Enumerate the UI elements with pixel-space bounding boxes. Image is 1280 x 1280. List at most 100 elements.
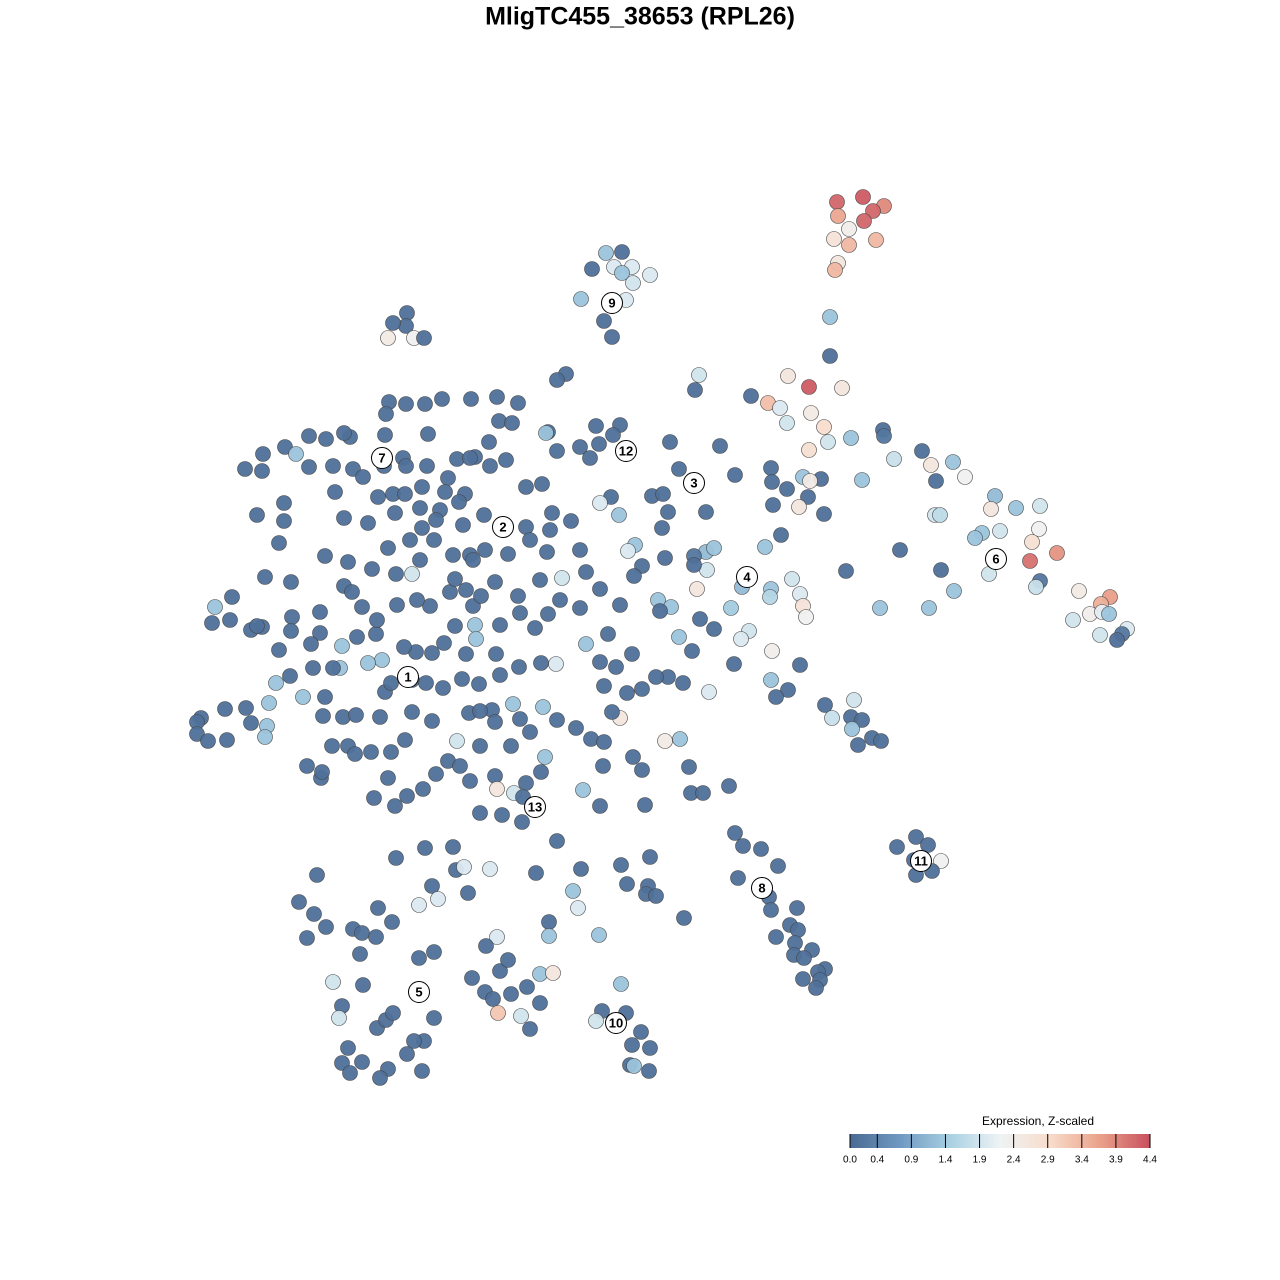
point [325,660,341,676]
point [514,814,530,830]
point [533,764,549,780]
point [779,481,795,497]
point [945,454,961,470]
colorbar-swatch [1120,1134,1123,1148]
colorbar-tick-label: 4.4 [1143,1155,1157,1166]
colorbar-swatch [954,1134,957,1148]
point [923,457,939,473]
point [1071,583,1087,599]
point [764,643,780,659]
point [318,919,334,935]
point [224,589,240,605]
point [518,479,534,495]
colorbar-swatch [880,1134,883,1148]
point [548,656,564,672]
colorbar-swatch [1068,1134,1071,1148]
colorbar-swatch [1092,1134,1095,1148]
point [430,891,446,907]
point [854,472,870,488]
point [489,389,505,405]
colorbar-swatch [960,1134,963,1148]
point [510,588,526,604]
point [380,770,396,786]
point [284,609,300,625]
point [399,1046,415,1062]
point [792,657,808,673]
colorbar-swatch [1082,1134,1085,1148]
point [671,629,687,645]
point [360,655,376,671]
point [468,631,484,647]
point [545,965,561,981]
point [482,861,498,877]
point [436,635,452,651]
point [355,977,371,993]
cluster-label-badge [492,516,514,538]
colorbar-swatch [1010,1134,1013,1148]
colorbar-swatch [988,1134,991,1148]
point [657,733,673,749]
colorbar-swatch [922,1134,925,1148]
colorbar-swatch [858,1134,861,1148]
point [396,639,412,655]
point [299,930,315,946]
point [399,305,415,321]
point [780,682,796,698]
point [735,838,751,854]
point [675,675,691,691]
colorbar-swatch [994,1134,997,1148]
point [824,710,840,726]
colorbar-tick-label: 0.0 [843,1155,857,1166]
point [271,642,287,658]
colorbar-swatch [1144,1134,1147,1148]
point [727,825,743,841]
colorbar-swatch [1138,1134,1141,1148]
point [428,512,444,528]
point [701,684,717,700]
point [692,611,708,627]
point [921,600,937,616]
point [282,668,298,684]
colorbar-swatch [1084,1134,1087,1148]
colorbar-swatch [948,1134,951,1148]
point [554,570,570,586]
colorbar-swatch [956,1134,959,1148]
point [721,778,737,794]
point [802,473,818,489]
colorbar-swatch [1042,1134,1045,1148]
point [1092,627,1108,643]
point [415,781,431,797]
point [892,542,908,558]
point [449,451,465,467]
point [641,1063,657,1079]
point [402,532,418,548]
point [549,833,565,849]
point [886,451,902,467]
point [596,313,612,329]
point [687,382,703,398]
point [303,636,319,652]
point [770,858,786,874]
point [608,659,624,675]
cluster-label: 7 [378,450,385,465]
point [773,527,789,543]
point [207,599,223,615]
point [522,724,538,740]
point [540,606,556,622]
point [467,617,483,633]
point [489,781,505,797]
colorbar-swatch [1118,1134,1121,1148]
point [348,707,364,723]
point [768,929,784,945]
cluster-label: 13 [528,799,542,814]
colorbar-swatch [1056,1134,1059,1148]
point [417,396,433,412]
point [542,522,558,538]
point [855,189,871,205]
point [295,689,311,705]
colorbar-swatch [882,1134,885,1148]
point [820,434,836,450]
point [325,458,341,474]
point [535,699,551,715]
